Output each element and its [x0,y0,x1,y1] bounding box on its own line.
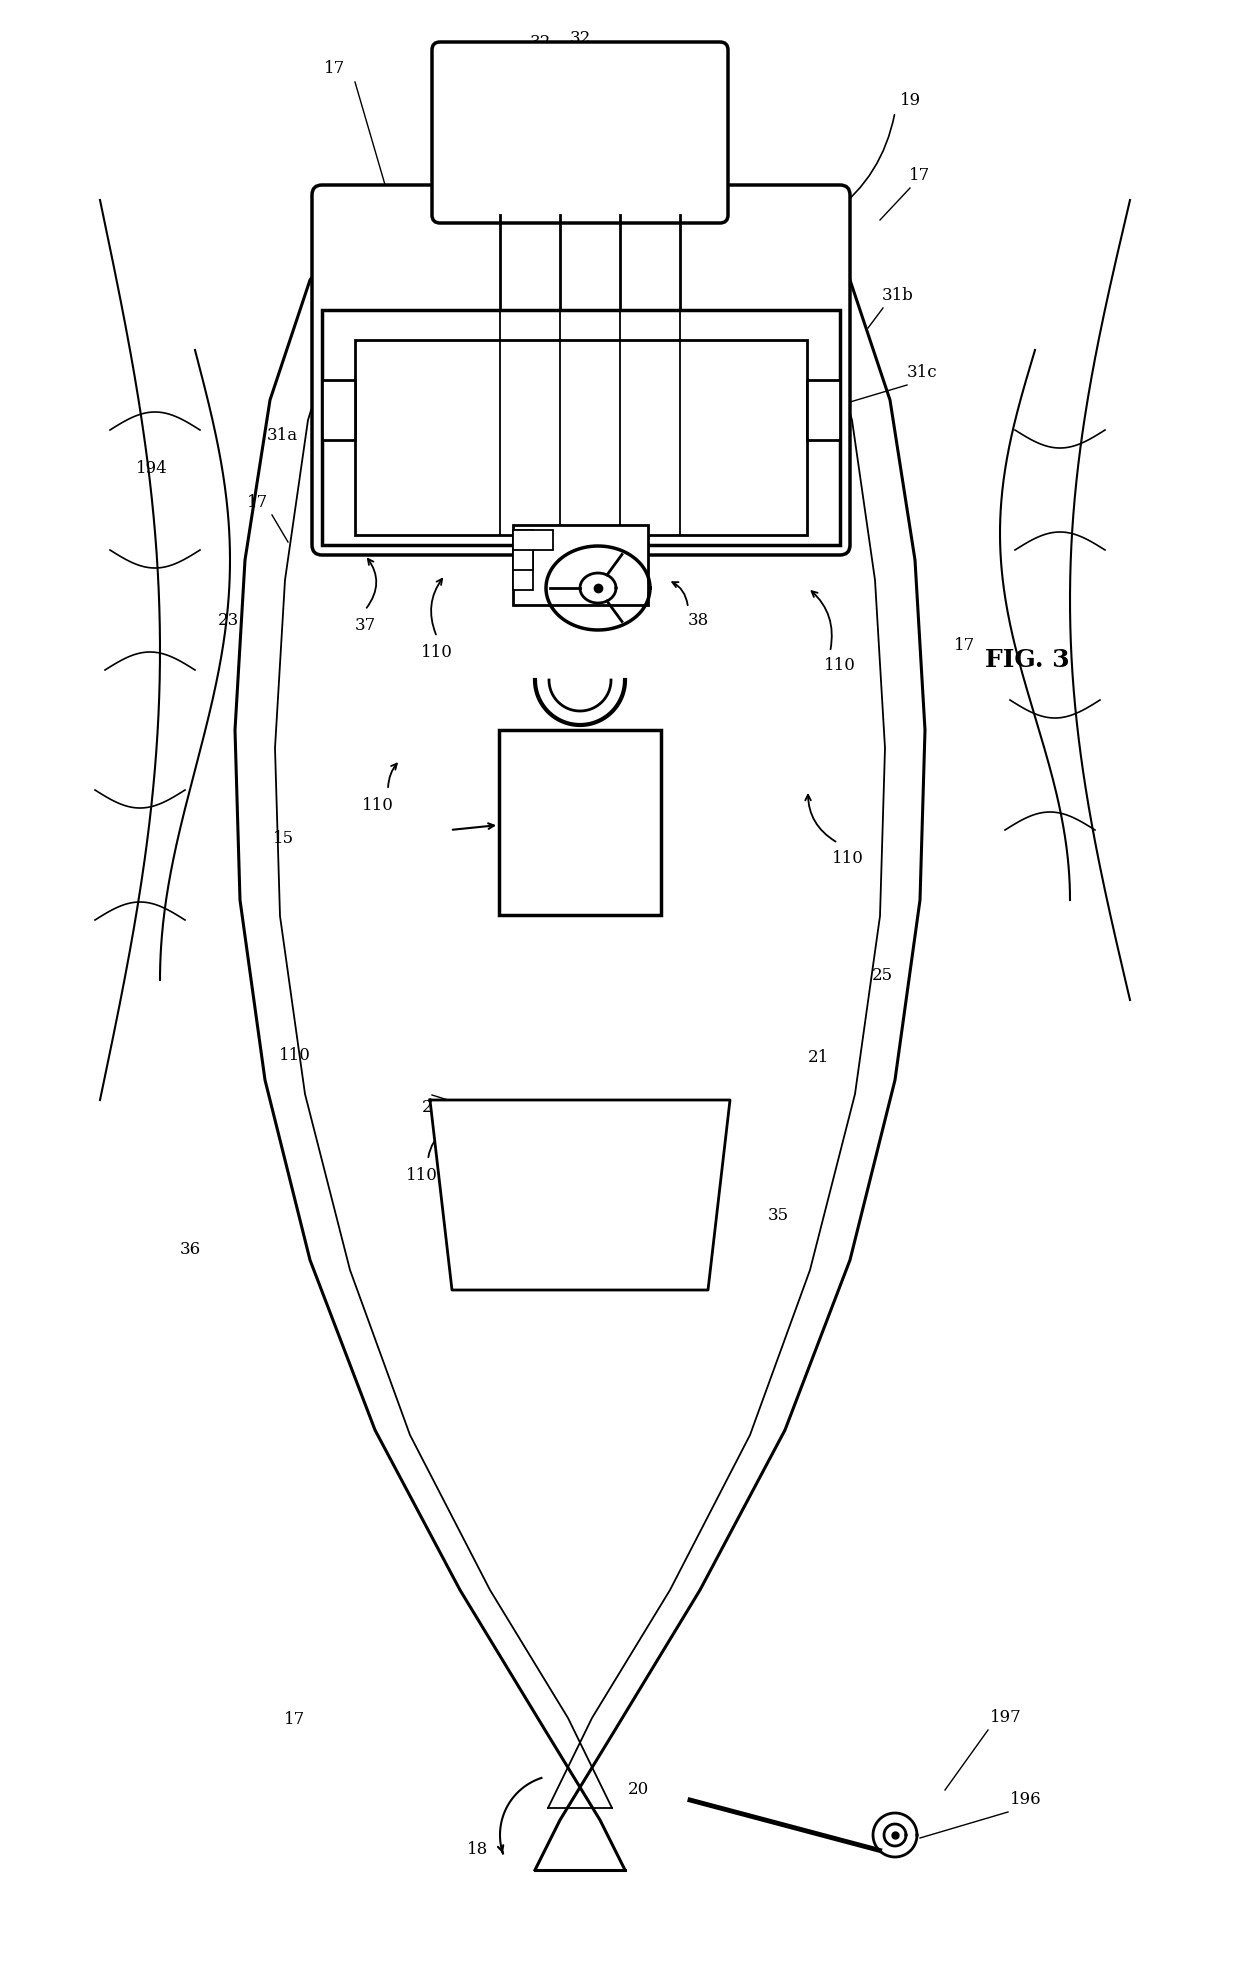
Text: 32: 32 [529,33,551,51]
Bar [807,380,839,439]
Text: 194: 194 [136,459,167,477]
Bar [513,529,533,590]
Text: 110: 110 [825,657,856,673]
Bar [498,729,661,916]
Text: 16: 16 [641,831,662,849]
Text: 196: 196 [1011,1792,1042,1808]
Bar [513,539,533,571]
Text: 24: 24 [625,563,646,580]
Text: 17: 17 [325,59,346,76]
Text: 15: 15 [273,830,294,847]
Text: 19: 19 [899,92,920,108]
Bar [322,310,839,545]
Bar [513,529,553,549]
Text: 31b: 31b [882,286,914,304]
Text: 25: 25 [872,967,893,984]
Text: 110: 110 [832,849,864,867]
Bar [513,526,649,606]
Text: FIG. 3: FIG. 3 [985,647,1070,673]
Text: 17: 17 [284,1712,305,1728]
FancyBboxPatch shape [432,41,728,224]
Text: 30: 30 [568,812,589,828]
Text: 216: 216 [453,459,484,477]
Text: 31c: 31c [906,363,937,380]
Bar [355,339,807,535]
Text: 32: 32 [569,29,590,47]
Text: 197: 197 [990,1710,1022,1726]
Text: 18: 18 [467,1841,489,1859]
Text: 35: 35 [768,1206,789,1224]
Polygon shape [430,1100,730,1290]
Text: 36: 36 [180,1241,201,1259]
Text: 21: 21 [807,1049,828,1067]
Text: 110: 110 [405,1167,438,1184]
Text: 17: 17 [955,637,976,653]
Text: 17: 17 [247,494,269,510]
FancyBboxPatch shape [312,184,849,555]
Text: 23: 23 [217,612,238,628]
Text: 37: 37 [355,616,376,633]
Text: 110: 110 [362,796,394,814]
Text: 17: 17 [909,167,931,184]
Text: 110: 110 [279,1047,311,1063]
Text: 22: 22 [422,1100,443,1116]
Text: 38: 38 [687,612,708,628]
Text: 20: 20 [627,1781,649,1798]
Text: 110: 110 [422,643,453,661]
Text: 31a: 31a [267,426,298,443]
Bar [322,380,355,439]
